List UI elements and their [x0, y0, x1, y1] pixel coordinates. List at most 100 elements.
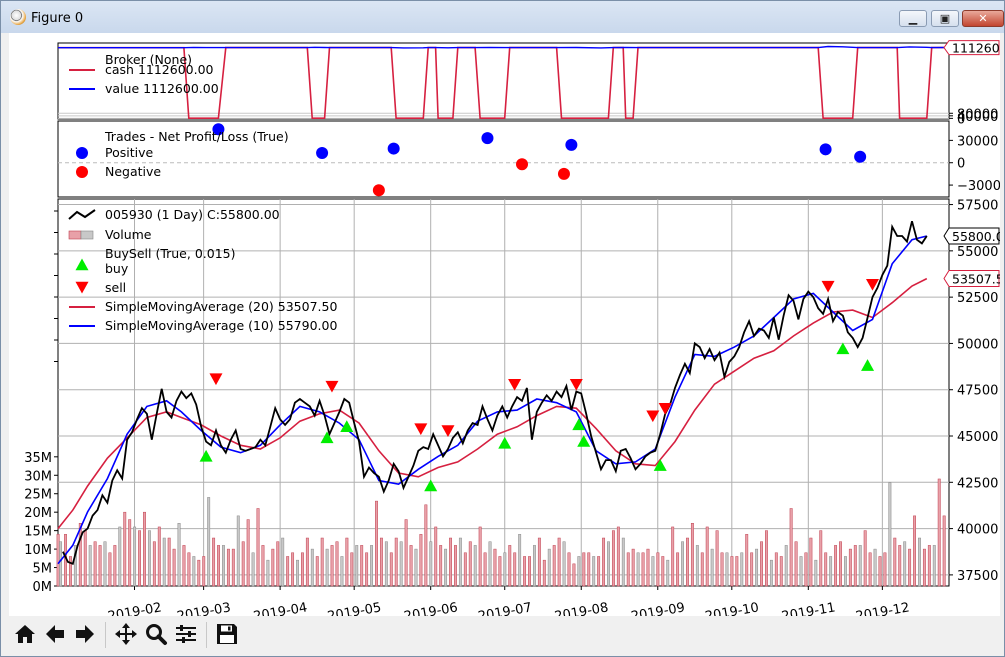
volume-bar [350, 552, 354, 587]
volume-bar [138, 530, 141, 587]
forward-button[interactable] [71, 620, 99, 648]
volume-bar [735, 556, 739, 587]
volume-bar [192, 556, 196, 587]
buy-marker [836, 342, 850, 355]
buy-marker [424, 479, 438, 492]
pan-button[interactable] [112, 620, 140, 648]
volume-bar [523, 556, 527, 587]
volume-bar [182, 545, 186, 587]
figure-canvas[interactable]: 0 40000 80000 Broker (None) cash 1112600.00 v… [9, 33, 1005, 625]
volume-bar [725, 552, 729, 587]
volume-bar [143, 511, 146, 587]
volume-bar [375, 500, 378, 587]
volume-bar [483, 552, 487, 587]
volume-bar [508, 545, 512, 587]
volume-bar [789, 508, 793, 587]
trade-point-positive [212, 123, 225, 136]
volume-bar [686, 537, 689, 587]
volume-bar [819, 530, 823, 587]
volume-bar [123, 511, 127, 587]
sell-marker [441, 425, 455, 437]
broker-plot-area [57, 42, 950, 120]
volume-bar [261, 545, 265, 587]
sell-marker [865, 278, 879, 291]
volume-bar [863, 530, 867, 587]
volume-bar [542, 559, 546, 587]
volume-bar [730, 556, 734, 587]
volume-bar [636, 552, 640, 587]
volume-bar [528, 556, 531, 587]
configure-button[interactable] [172, 620, 200, 648]
xtick-label: 2019-03 [176, 600, 232, 616]
window-title: Figure 0 [31, 11, 84, 26]
volume-bar [118, 526, 122, 587]
volume-bar [760, 541, 763, 587]
sma10-line [57, 235, 927, 565]
volume-bar [661, 556, 665, 587]
volume-bar [315, 556, 319, 587]
buy-marker [577, 435, 591, 447]
trade-point-positive [565, 138, 578, 151]
volume-bar [804, 552, 808, 587]
volume-bar [488, 541, 492, 587]
back-button[interactable] [41, 620, 69, 648]
volume-ytick-label: 15M [24, 525, 52, 540]
volume-bar [73, 545, 77, 587]
volume-bar [853, 545, 857, 587]
trades-ytick-label: 0 [957, 157, 965, 172]
zoom-icon [146, 624, 167, 645]
volume-bar [266, 559, 270, 587]
volume-bar [927, 545, 931, 587]
buy-marker [572, 418, 586, 431]
volume-bar [794, 541, 798, 587]
broker-legend-entry: cash 1112600.00 [105, 62, 214, 77]
volume-bar [379, 537, 383, 587]
maximize-button[interactable]: ▣ [931, 10, 959, 27]
xtick-label: 2019-02 [107, 600, 163, 616]
trade-point-positive [819, 143, 832, 156]
volume-bar [409, 545, 413, 587]
volume-bar [429, 541, 433, 587]
volume-ytick-label: 20M [24, 506, 52, 521]
minimize-button[interactable]: ▁ [899, 10, 927, 27]
zoom-button[interactable] [142, 620, 170, 648]
trades-legend-title: Trades - Net Profit/Loss (True) [104, 129, 289, 144]
xtick-label: 2019-11 [781, 600, 837, 616]
price-ytick-label: 42500 [957, 476, 998, 491]
save-button[interactable] [213, 620, 241, 648]
close-price-line [62, 220, 928, 566]
volume-bar [765, 530, 768, 587]
volume-bar [291, 552, 295, 587]
volume-bar [755, 548, 759, 587]
volume-bar [222, 545, 225, 587]
sell-marker [414, 423, 428, 436]
home-button[interactable] [11, 620, 39, 648]
volume-bar [147, 530, 151, 587]
volume-bar [720, 552, 724, 587]
volume-bar [177, 523, 181, 587]
volume-ytick-label: 10M [24, 543, 52, 558]
sell-marker [325, 380, 339, 393]
volume-bar [533, 545, 536, 587]
volume-bar [557, 537, 561, 587]
volume-bar [611, 530, 615, 587]
volume-bar [552, 545, 556, 587]
trade-point-negative [372, 184, 385, 197]
close-button[interactable]: ✕ [962, 10, 1004, 27]
volume-ytick-label: 35M [24, 451, 52, 466]
volume-bar [157, 526, 161, 587]
volume-bar [824, 552, 828, 587]
volume-bar [839, 541, 842, 587]
volume-bar [370, 545, 374, 587]
xtick-label: 2019-12 [855, 600, 911, 616]
trades-ytick-label: 30000 [957, 134, 998, 149]
volume-ytick-label: 25M [24, 488, 52, 503]
volume-bar [567, 552, 571, 587]
volume-bar [463, 552, 467, 587]
volume-bar [676, 552, 680, 587]
legend-buy-icon [75, 258, 89, 271]
minimize-icon: ▁ [908, 12, 918, 25]
volume-bar [454, 545, 457, 587]
volume-bar [271, 548, 275, 587]
